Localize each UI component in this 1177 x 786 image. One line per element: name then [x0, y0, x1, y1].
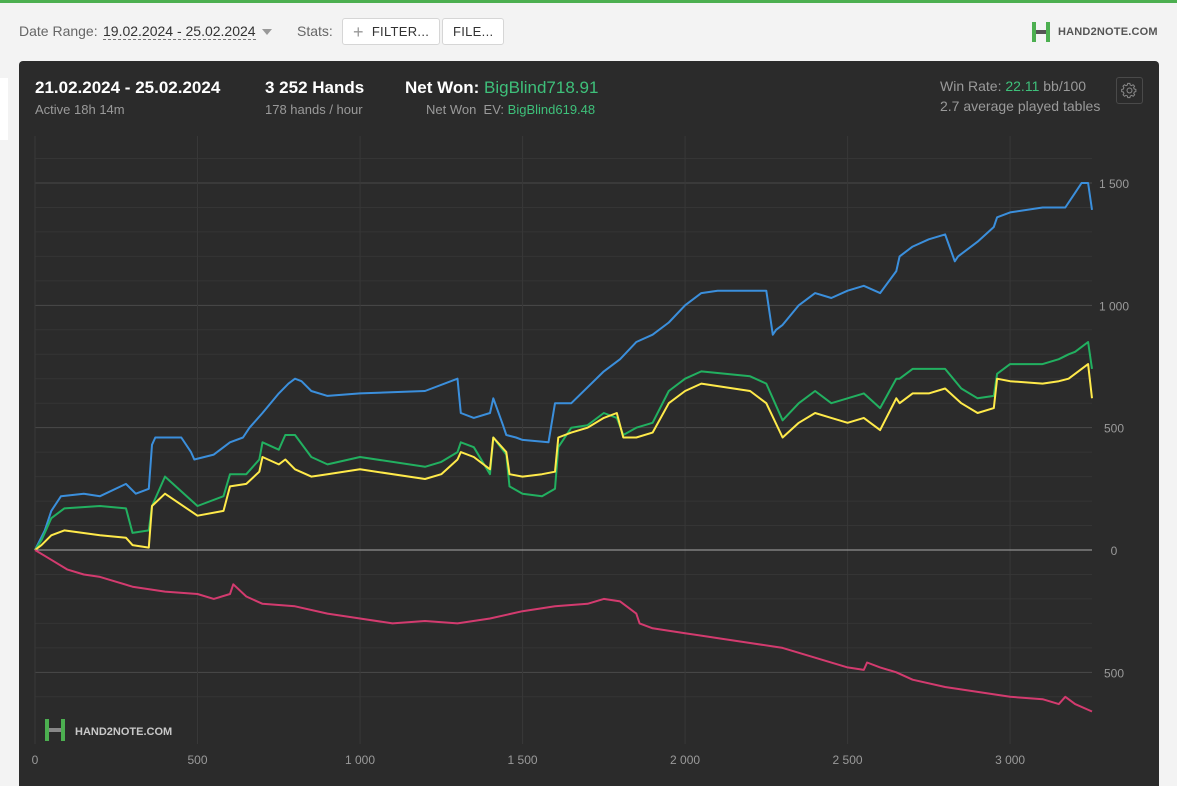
net-won-block: Net Won: BigBlind718.91 Net Won EV: BigB… [405, 78, 598, 117]
chevron-down-icon[interactable] [262, 29, 272, 35]
watermark-text: HAND2NOTE.COM [75, 726, 172, 738]
x-tick-label: 0 [32, 753, 39, 767]
net-won-value: BigBlind718.91 [484, 78, 599, 97]
hands-block: 3 252 Hands 178 hands / hour [265, 78, 364, 117]
series-line-3 [34, 549, 1093, 713]
brand-name: HAND2NOTE.COM [1058, 26, 1158, 38]
y-tick-label: 0 [1111, 544, 1118, 558]
net-won-ev-value: BigBlind619.48 [507, 102, 596, 117]
avg-tables: 2.7 average played tables [940, 98, 1101, 114]
win-rate-label: Win Rate: [940, 78, 1002, 94]
win-rate-block: Win Rate: 22.11 bb/100 2.7 average playe… [940, 78, 1100, 114]
series-line-1 [34, 341, 1093, 551]
x-tick-label: 1 500 [508, 753, 538, 767]
active-time: Active 18h 14m [35, 102, 125, 117]
series-line-0 [34, 182, 1093, 551]
net-won-ev-label: Net Won EV: [426, 102, 505, 117]
watermark-logo: HAND2NOTE.COM [45, 719, 172, 741]
watermark-logo-icon [45, 719, 49, 741]
win-rate-value: 22.11 [1005, 78, 1040, 94]
file-button[interactable]: FILE... [442, 18, 505, 45]
left-edge-strip [0, 78, 8, 140]
x-tick-label: 2 000 [670, 753, 700, 767]
graph-panel: 21.02.2024 - 25.02.2024 Active 18h 14m 3… [19, 61, 1159, 786]
y-tick-label: 1 000 [1099, 299, 1129, 313]
settings-button[interactable] [1116, 77, 1143, 104]
date-range-select[interactable]: 19.02.2024 - 25.02.2024 [103, 23, 256, 40]
x-tick-label: 3 000 [995, 753, 1025, 767]
period-value: 21.02.2024 - 25.02.2024 [35, 78, 221, 97]
toolbar: Date Range: 19.02.2024 - 25.02.2024 Stat… [0, 3, 1177, 59]
stats-label: Stats: [297, 23, 333, 39]
watermark-logo-icon [61, 719, 65, 741]
filter-button-label: FILTER... [371, 24, 430, 39]
plus-icon: + [353, 21, 364, 42]
net-won-label: Net Won: [405, 78, 480, 97]
x-tick-label: 500 [187, 753, 207, 767]
hands-per-hour: 178 hands / hour [265, 102, 363, 117]
profit-chart: 1 500 1 000 500 0 500 0 500 1 000 1 500 2 000 2 50… [32, 136, 1129, 767]
y-tick-label: 500 [1104, 666, 1124, 680]
x-tick-label: 1 000 [345, 753, 375, 767]
gear-icon [1121, 82, 1137, 99]
win-rate-unit: bb/100 [1043, 78, 1087, 94]
filter-button[interactable]: + FILTER... [342, 18, 441, 45]
period-block: 21.02.2024 - 25.02.2024 Active 18h 14m [35, 78, 220, 117]
brand-logo[interactable]: HAND2NOTE.COM [1030, 21, 1158, 43]
hands-count: 3 252 Hands [265, 78, 365, 97]
date-range-label: Date Range: [19, 23, 98, 39]
y-tick-label: 1 500 [1099, 177, 1129, 191]
x-tick-label: 2 500 [833, 753, 863, 767]
top-accent-bar [0, 0, 1177, 3]
file-button-label: FILE... [453, 24, 494, 39]
watermark-logo-icon [49, 728, 61, 732]
hand2note-logo-icon [1032, 22, 1050, 42]
y-tick-label: 500 [1104, 422, 1124, 436]
series-line-2 [34, 363, 1093, 551]
